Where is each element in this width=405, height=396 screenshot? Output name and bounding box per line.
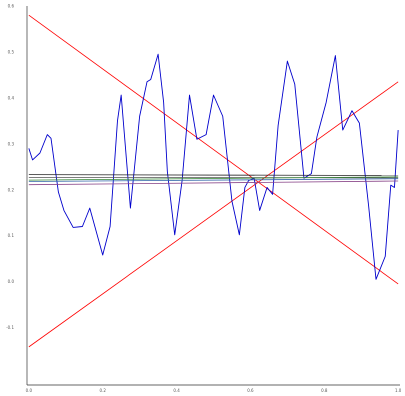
- x-tick-label: 1.0: [395, 388, 402, 393]
- series-line-8: [28, 178, 399, 182]
- y-tick-label: 0.3: [8, 141, 15, 146]
- y-tick-label: 0.0: [8, 279, 15, 284]
- series-line-3: [28, 53, 399, 280]
- y-tick-label: -0.1: [6, 325, 14, 330]
- x-tick-label: 0.4: [173, 388, 180, 393]
- series-line-4: [28, 174, 399, 176]
- axes: [26, 6, 400, 386]
- y-tick-label: 0.6: [8, 4, 15, 9]
- series-line-6: [28, 176, 399, 181]
- y-tick-label: 0.1: [8, 233, 15, 238]
- plot-area: [28, 14, 399, 348]
- series-line-1: [28, 14, 399, 285]
- x-tick-label: 0.6: [247, 388, 254, 393]
- series-line-7: [28, 180, 399, 186]
- x-tick-label: 0.8: [321, 388, 328, 393]
- series-line-2: [28, 81, 399, 348]
- y-tick-label: 0.2: [8, 187, 15, 192]
- x-tick-label: 0.2: [100, 388, 107, 393]
- tick-labels: 0.0 0.2 0.4 0.6 0.8 1.0 -0.1 0.0 0.1 0.2 0.3 0.4 0.5…: [6, 4, 402, 394]
- y-tick-label: 0.5: [8, 49, 15, 54]
- y-tick-label: 0.4: [8, 95, 15, 100]
- x-tick-label: 0.0: [26, 388, 33, 393]
